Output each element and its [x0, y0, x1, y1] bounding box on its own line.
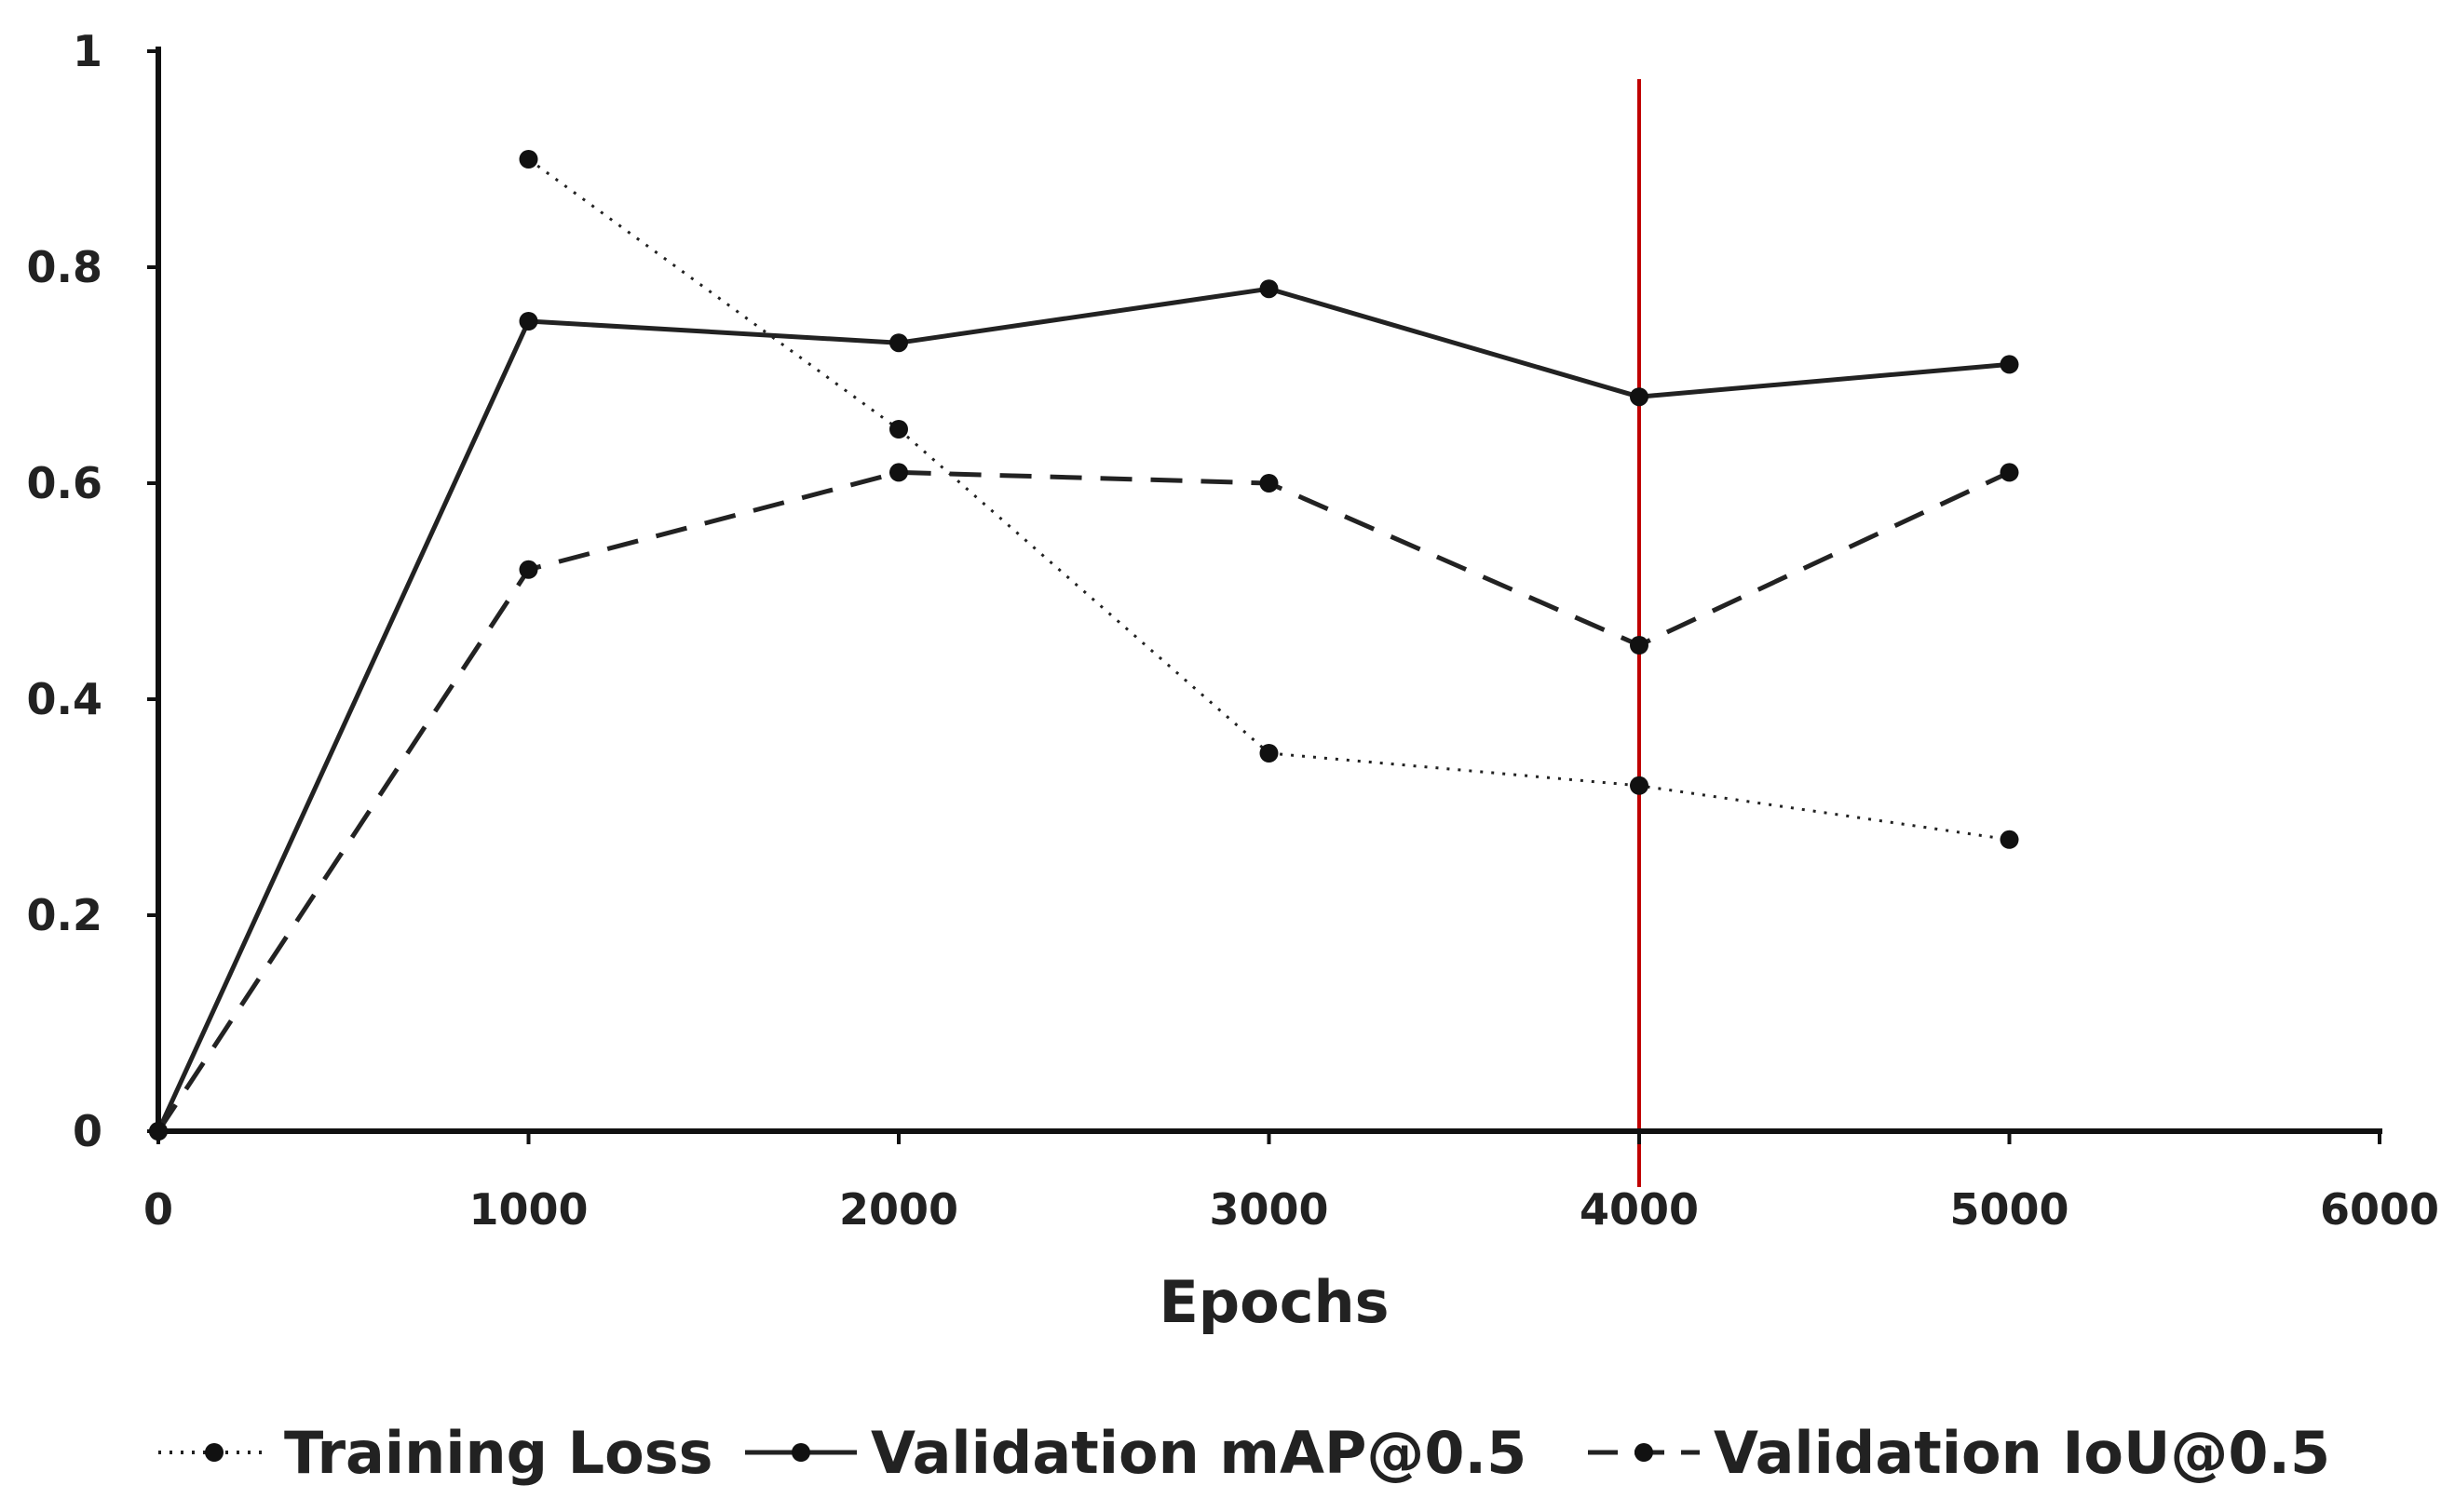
data-point-s2-1: [519, 560, 538, 579]
data-point-s0-4: [2000, 830, 2019, 849]
legend: Training Loss Validation mAP@0.5 Validatio…: [158, 1419, 2330, 1487]
data-point-s1-5: [2000, 355, 2019, 374]
y-tick-label: 0.2: [27, 890, 103, 940]
x-tick-labels: 0 1000 2000 3000 4000 5000 6000: [143, 1184, 2439, 1235]
data-point-s2-5: [2000, 463, 2019, 482]
legend-marker-2: [1634, 1443, 1653, 1462]
series-line-0: [527, 157, 2010, 842]
data-point-s2-4: [1630, 636, 1648, 655]
x-tick-label: 4000: [1580, 1184, 1699, 1235]
series-layer: [156, 157, 2011, 1133]
legend-label-1: Validation mAP@0.5: [871, 1419, 1526, 1487]
data-point-s0-3: [1630, 776, 1648, 795]
points-layer: [149, 150, 2019, 1141]
data-point-s2-3: [1259, 474, 1279, 493]
axes-layer: [147, 47, 2382, 1144]
x-tick-label: 2000: [839, 1184, 958, 1235]
series-line-1: [156, 286, 2010, 1133]
data-point-s0-0: [519, 150, 538, 169]
data-point-s1-4: [1630, 387, 1648, 407]
data-point-s0-2: [1259, 744, 1279, 763]
data-point-s1-2: [889, 333, 908, 353]
legend-label-2: Validation IoU@0.5: [1714, 1419, 2330, 1487]
legend-label-0: Training Loss: [284, 1419, 713, 1487]
y-tick-label: 0.6: [27, 458, 103, 508]
y-tick-label: 1: [73, 26, 102, 76]
y-tick-label: 0.4: [27, 674, 103, 724]
data-point-s1-1: [519, 312, 538, 331]
y-tick-labels: 0 0.2 0.4 0.6 0.8 1: [27, 26, 103, 1156]
x-tick-label: 3000: [1209, 1184, 1328, 1235]
series-line-2: [156, 469, 2011, 1133]
data-point-s2-0: [149, 1122, 168, 1141]
y-tick-label: 0: [73, 1106, 102, 1156]
legend-marker-0: [205, 1443, 224, 1462]
data-point-s2-2: [889, 463, 908, 482]
x-tick-label: 1000: [468, 1184, 588, 1235]
x-tick-label: 5000: [1949, 1184, 2068, 1235]
x-axis-title: Epochs: [1159, 1268, 1389, 1336]
data-point-s1-3: [1259, 279, 1279, 299]
x-tick-label: 0: [143, 1184, 173, 1235]
y-tick-label: 0.8: [27, 242, 103, 292]
data-point-s0-1: [889, 420, 908, 439]
legend-marker-1: [792, 1443, 810, 1462]
x-tick-label: 6000: [2320, 1184, 2439, 1235]
